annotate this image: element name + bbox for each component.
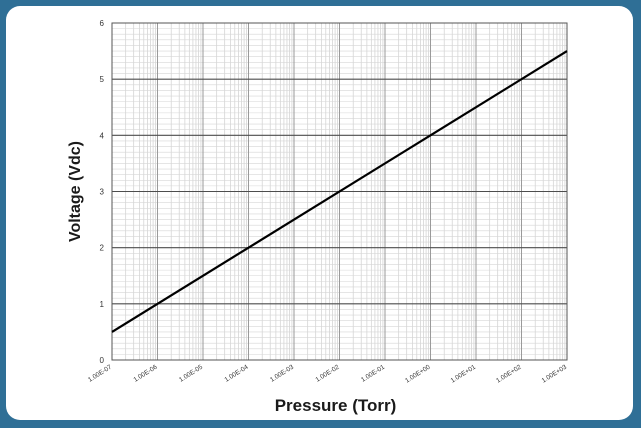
x-tick-label: 1.00E+01 bbox=[450, 364, 478, 385]
y-tick-labels: 0 1 2 3 4 5 6 bbox=[100, 19, 105, 365]
y-tick-label: 5 bbox=[100, 75, 105, 84]
y-tick-label: 1 bbox=[100, 300, 105, 309]
x-axis-label: Pressure (Torr) bbox=[275, 396, 397, 415]
x-tick-label: 1.00E-04 bbox=[223, 364, 249, 384]
x-tick-label: 1.00E-05 bbox=[178, 364, 204, 384]
x-tick-label: 1.00E-03 bbox=[269, 364, 295, 384]
chart-frame: 0 1 2 3 4 5 6 1.00E-07 1.00E-06 1.00E-05 1.00E-04… bbox=[6, 6, 633, 420]
y-tick-label: 0 bbox=[100, 356, 105, 365]
y-tick-label: 2 bbox=[100, 244, 105, 253]
x-tick-label: 1.00E-06 bbox=[132, 364, 158, 384]
x-tick-label: 1.00E-07 bbox=[87, 364, 113, 384]
x-tick-label: 1.00E+00 bbox=[404, 364, 432, 385]
y-tick-label: 4 bbox=[100, 131, 105, 140]
series-line bbox=[111, 50, 568, 333]
y-tick-label: 3 bbox=[100, 188, 105, 197]
y-axis-label: Voltage (Vdc) bbox=[67, 141, 84, 242]
series-layer bbox=[111, 50, 568, 333]
chart: 0 1 2 3 4 5 6 1.00E-07 1.00E-06 1.00E-05 1.00E-04… bbox=[67, 19, 568, 415]
plot-border bbox=[111, 22, 568, 361]
y-tick-label: 6 bbox=[100, 19, 105, 28]
x-tick-label: 1.00E-01 bbox=[360, 364, 386, 384]
x-tick-label: 1.00E+03 bbox=[541, 364, 569, 385]
x-tick-labels: 1.00E-07 1.00E-06 1.00E-05 1.00E-04 1.00E-03… bbox=[87, 364, 568, 385]
x-tick-label: 1.00E-02 bbox=[314, 364, 340, 384]
x-tick-label: 1.00E+02 bbox=[495, 364, 523, 385]
